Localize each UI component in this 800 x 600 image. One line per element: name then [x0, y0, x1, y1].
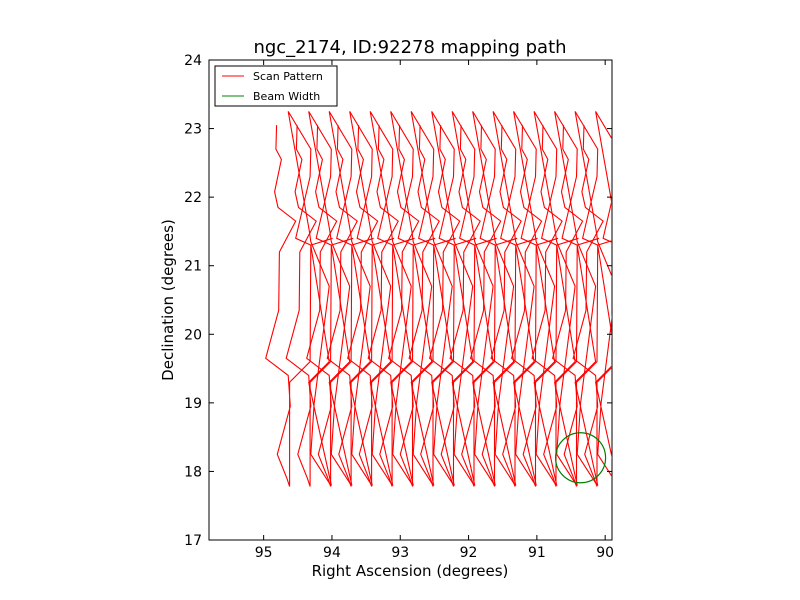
beam-width-series: [554, 432, 607, 484]
scan-pattern-line: [387, 111, 456, 487]
legend-scan-pattern-label: Scan Pattern: [253, 70, 323, 83]
y-axis-label: Declination (degrees): [159, 219, 177, 381]
scan-pattern-line: [408, 111, 477, 487]
scan-pattern-line: [531, 111, 600, 487]
y-tick-label: 17: [184, 533, 202, 549]
scan-pattern-line: [510, 111, 579, 487]
legend-box: [214, 65, 338, 107]
plot-area: [208, 59, 613, 541]
scan-pattern-line: [367, 111, 436, 487]
y-tick-label: 20: [184, 327, 202, 343]
x-axis-ticks: 95 94 93 92 91 90: [255, 60, 614, 561]
y-tick-label: 18: [184, 464, 202, 480]
x-tick-label: 91: [528, 545, 546, 561]
scan-pattern-series: [265, 111, 612, 487]
scan-pattern-line: [490, 111, 559, 487]
y-tick-label: 22: [184, 190, 202, 206]
scan-pattern-line: [347, 111, 415, 487]
y-tick-label: 19: [184, 396, 202, 412]
legend: Scan Pattern Beam Width: [214, 65, 338, 107]
y-tick-label: 21: [184, 259, 202, 275]
beam-width-circle: [554, 432, 607, 484]
scan-pattern-line: [428, 111, 497, 487]
scan-pattern-line: [551, 111, 612, 487]
scan-pattern-line: [326, 111, 395, 487]
scan-pattern-line: [306, 111, 374, 487]
scan-pattern-line: [265, 111, 333, 487]
scan-pattern-line: [572, 111, 612, 487]
x-tick-label: 94: [323, 545, 341, 561]
scan-pattern-line: [449, 111, 518, 487]
scan-pattern-line: [469, 111, 538, 487]
y-tick-label: 24: [184, 53, 202, 69]
x-axis-label: Right Ascension (degrees): [312, 562, 509, 580]
x-tick-label: 90: [596, 545, 614, 561]
chart-title: ngc_2174, ID:92278 mapping path: [253, 37, 566, 58]
legend-beam-width-label: Beam Width: [253, 90, 320, 103]
y-axis-ticks: 17 18 19 20 21 22 23 24: [184, 53, 612, 549]
x-tick-label: 92: [460, 545, 478, 561]
x-tick-label: 95: [255, 545, 273, 561]
scan-pattern-line: [285, 111, 354, 487]
x-tick-label: 93: [391, 545, 409, 561]
y-tick-label: 23: [184, 122, 202, 138]
